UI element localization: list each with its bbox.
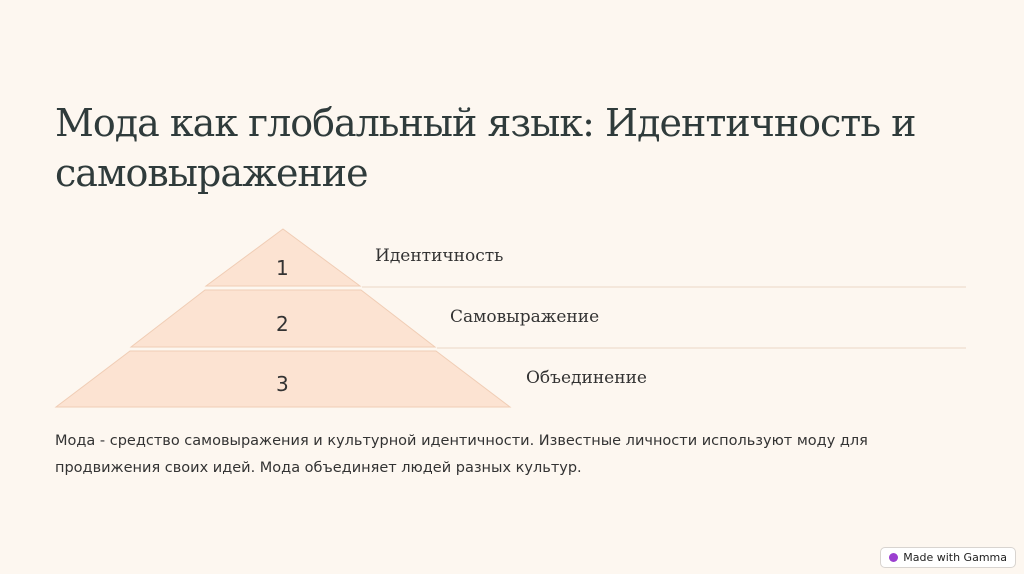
tier-number-1: 1 bbox=[276, 256, 289, 280]
tier-label-1: Идентичность bbox=[375, 246, 504, 266]
body-text: Мода - средство самовыражения и культурн… bbox=[55, 433, 868, 476]
gamma-logo-icon bbox=[889, 553, 899, 562]
made-with-gamma-badge[interactable]: Made with Gamma bbox=[880, 547, 1016, 568]
pyramid-tier-2 bbox=[129, 289, 437, 348]
pyramid-tier-3 bbox=[54, 350, 512, 408]
slide-title: Мода как глобальный язык: Идентичность и… bbox=[55, 101, 916, 195]
tier-label-2: Самовыражение bbox=[450, 307, 600, 327]
tier-number-2: 2 bbox=[276, 312, 289, 336]
tier-label-3: Объединение bbox=[526, 368, 647, 388]
pyramid-tier-1 bbox=[204, 228, 362, 287]
tier-number-3: 3 bbox=[276, 372, 289, 396]
badge-label: Made with Gamma bbox=[903, 551, 1007, 564]
